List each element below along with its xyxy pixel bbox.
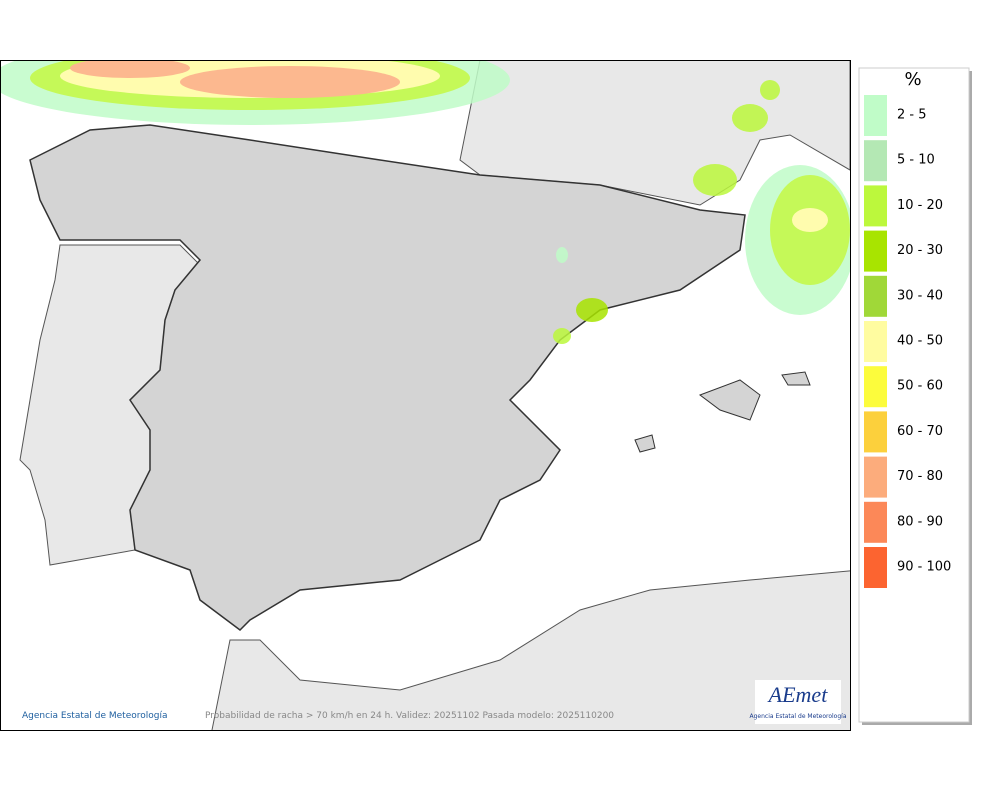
legend-swatch — [864, 185, 887, 227]
logo-box — [755, 680, 841, 724]
legend-title: % — [904, 69, 921, 90]
legend-swatch — [864, 456, 887, 498]
legend-label: 90 - 100 — [897, 560, 951, 575]
map: Agencia Estatal de Meteorología Probabil… — [0, 60, 850, 730]
footer-credit: Agencia Estatal de Meteorología — [22, 711, 168, 721]
legend-swatch — [864, 140, 887, 182]
menorca — [781, 371, 811, 386]
legend-label: 70 - 80 — [897, 469, 943, 484]
legend-swatch — [864, 230, 887, 272]
legend-label: 5 - 10 — [897, 153, 935, 168]
legend-swatch — [864, 366, 887, 408]
legend-label: 30 - 40 — [897, 288, 943, 303]
map-frame — [0, 60, 851, 731]
legend-swatch — [864, 275, 887, 317]
legend-label: 60 - 70 — [897, 424, 943, 439]
legend-label: 2 - 5 — [897, 108, 927, 123]
africa — [211, 570, 850, 730]
legend-swatch — [864, 95, 887, 136]
legend-swatch — [864, 547, 887, 588]
legend-label: 50 - 60 — [897, 379, 943, 394]
legend-label: 10 - 20 — [897, 198, 943, 213]
legend-label: 80 - 90 — [897, 514, 943, 529]
mallorca — [698, 379, 761, 421]
legend-swatch — [864, 411, 887, 453]
probability-areas — [0, 60, 850, 344]
legend-swatch — [864, 501, 887, 543]
legend-label: 40 - 50 — [897, 334, 943, 349]
legend-swatch — [864, 321, 887, 362]
caption: Probabilidad de racha > 70 km/h en 24 h.… — [205, 711, 614, 721]
logo: AEmet — [767, 682, 829, 707]
legend-label: 20 - 30 — [897, 243, 943, 258]
ibiza — [634, 434, 656, 453]
logo-subtitle: Agencia Estatal de Meteorología — [750, 713, 847, 720]
